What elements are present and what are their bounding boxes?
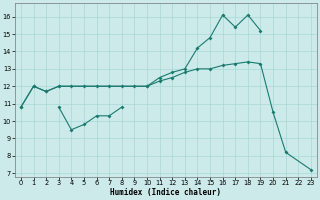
X-axis label: Humidex (Indice chaleur): Humidex (Indice chaleur) xyxy=(110,188,221,197)
